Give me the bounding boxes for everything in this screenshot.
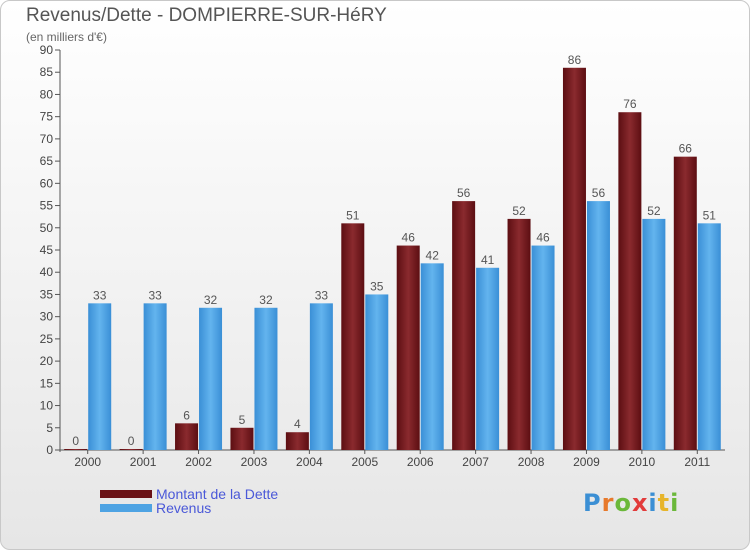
bar-dette — [507, 218, 531, 450]
brand-letter: i — [670, 489, 680, 517]
brand-letter: P — [583, 489, 602, 517]
y-tick-label: 5 — [46, 421, 53, 435]
bar-dette — [119, 449, 143, 450]
data-label: 5 — [239, 413, 246, 427]
y-tick-label: 10 — [40, 399, 54, 413]
y-tick-label: 35 — [40, 287, 54, 301]
bar-revenus — [642, 218, 666, 450]
data-label: 0 — [128, 434, 135, 448]
y-tick-label: 45 — [40, 243, 54, 257]
bar-revenus — [88, 303, 112, 450]
y-tick-label: 50 — [40, 221, 54, 235]
legend-label-revenus: Revenus — [156, 500, 212, 516]
data-label: 86 — [568, 53, 582, 67]
data-label: 51 — [703, 208, 717, 222]
x-tick-label: 2000 — [74, 455, 101, 469]
y-tick-label: 90 — [40, 43, 54, 57]
x-tick-label: 2009 — [573, 455, 600, 469]
y-tick-label: 40 — [40, 265, 54, 279]
bar-dette — [230, 427, 254, 450]
x-tick-label: 2004 — [296, 455, 323, 469]
data-label: 52 — [647, 204, 661, 218]
data-label: 46 — [402, 231, 416, 245]
x-tick-label: 2011 — [684, 455, 710, 469]
bar-revenus — [476, 267, 500, 450]
brand-letter: t — [657, 489, 671, 517]
bar-revenus — [531, 245, 555, 450]
data-label: 76 — [623, 97, 637, 111]
data-label: 33 — [148, 288, 162, 302]
bar-revenus — [697, 223, 721, 450]
bar-dette — [562, 67, 586, 451]
brand-letter: x — [631, 489, 649, 517]
bar-revenus — [309, 303, 333, 450]
x-tick-label: 2003 — [241, 455, 268, 469]
data-label: 6 — [183, 408, 190, 422]
data-label: 56 — [457, 186, 471, 200]
y-tick-label: 55 — [40, 199, 54, 213]
data-label: 66 — [679, 142, 693, 156]
bar-revenus — [199, 307, 223, 450]
bar-dette — [285, 432, 309, 450]
brand-letter: o — [614, 489, 632, 517]
proxiti-logo: Proxiti — [583, 489, 679, 517]
data-label: 33 — [315, 288, 329, 302]
data-label: 52 — [512, 204, 526, 218]
y-tick-label: 20 — [40, 354, 54, 368]
y-tick-label: 15 — [40, 376, 54, 390]
bar-dette — [396, 245, 420, 450]
y-tick-label: 85 — [40, 65, 54, 79]
y-tick-label: 0 — [46, 443, 53, 457]
y-tick-label: 60 — [40, 176, 54, 190]
bar-dette — [618, 112, 642, 450]
x-tick-label: 2005 — [351, 455, 378, 469]
data-label: 51 — [346, 208, 360, 222]
bar-revenus — [586, 201, 610, 450]
legend-label-debt: Montant de la Dette — [156, 486, 279, 502]
bar-dette — [673, 156, 697, 450]
bar-revenus — [143, 303, 167, 450]
x-tick-label: 2001 — [130, 455, 157, 469]
brand-letter: i — [648, 489, 658, 517]
data-label: 41 — [481, 253, 495, 267]
legend-item-debt: Montant de la Dette — [100, 486, 278, 502]
data-label: 42 — [426, 248, 440, 262]
chart-title: Revenus/Dette - DOMPIERRE-SUR-HéRY — [26, 5, 387, 26]
x-tick-label: 2008 — [518, 455, 545, 469]
bar-revenus — [254, 307, 278, 450]
bar-dette — [452, 201, 476, 450]
data-label: 33 — [93, 288, 107, 302]
y-tick-label: 30 — [40, 310, 54, 324]
x-tick-label: 2002 — [185, 455, 212, 469]
bar-dette — [341, 223, 365, 450]
bar-dette — [64, 449, 88, 450]
chart-subtitle: (en milliers d'€) — [26, 30, 107, 44]
data-label: 35 — [370, 279, 384, 293]
data-label: 4 — [294, 417, 301, 431]
legend-swatch-debt — [100, 490, 152, 498]
x-tick-label: 2010 — [629, 455, 656, 469]
bar-revenus — [420, 263, 444, 450]
y-tick-label: 75 — [40, 110, 54, 124]
data-label: 32 — [259, 293, 273, 307]
data-label: 0 — [72, 434, 79, 448]
data-label: 46 — [536, 231, 550, 245]
y-tick-label: 25 — [40, 332, 54, 346]
x-tick-label: 2007 — [462, 455, 489, 469]
x-tick-label: 2006 — [407, 455, 434, 469]
y-tick-label: 80 — [40, 87, 54, 101]
data-label: 32 — [204, 293, 218, 307]
legend-swatch-revenus — [100, 504, 152, 512]
legend-item-revenus: Revenus — [100, 500, 211, 516]
bar-revenus — [365, 294, 389, 450]
data-label: 56 — [592, 186, 606, 200]
brand-letter: r — [601, 489, 615, 517]
bar-dette — [175, 423, 199, 450]
y-tick-label: 70 — [40, 132, 54, 146]
y-tick-label: 65 — [40, 154, 54, 168]
